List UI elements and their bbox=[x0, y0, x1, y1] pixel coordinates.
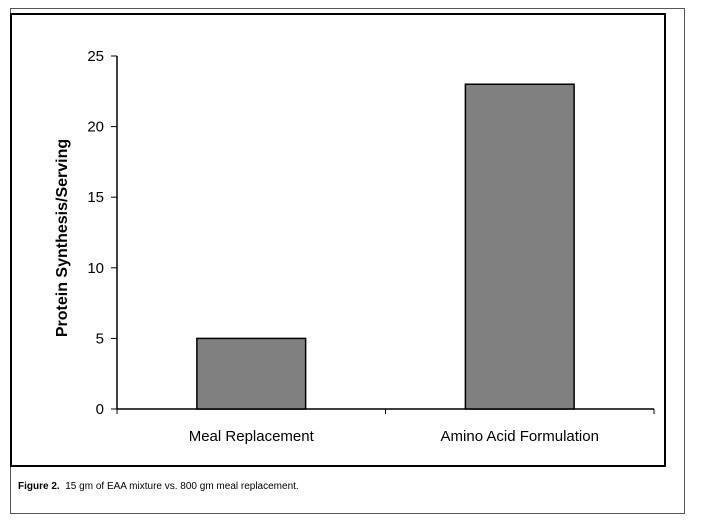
caption-label: Figure 2. bbox=[18, 481, 60, 492]
bar-amino-acid-formulation bbox=[464, 83, 575, 410]
caption-text: 15 gm of EAA mixture vs. 800 gm meal rep… bbox=[65, 481, 299, 492]
y-tick-label: 20 bbox=[87, 119, 104, 136]
x-category-label: Amino Acid Formulation bbox=[441, 428, 599, 445]
y-axis-label: Protein Synthesis/Serving bbox=[54, 139, 71, 337]
y-tick-label: 5 bbox=[96, 330, 104, 347]
bar-meal-replacement bbox=[196, 337, 307, 410]
y-tick-label: 10 bbox=[87, 260, 104, 277]
chart-border bbox=[10, 13, 666, 467]
figure-caption: Figure 2. 15 gm of EAA mixture vs. 800 g… bbox=[18, 481, 299, 492]
y-tick-label: 0 bbox=[96, 401, 104, 418]
y-tick-label: 25 bbox=[87, 48, 104, 65]
x-category-label: Meal Replacement bbox=[189, 428, 315, 445]
y-tick-label: 15 bbox=[87, 189, 104, 206]
